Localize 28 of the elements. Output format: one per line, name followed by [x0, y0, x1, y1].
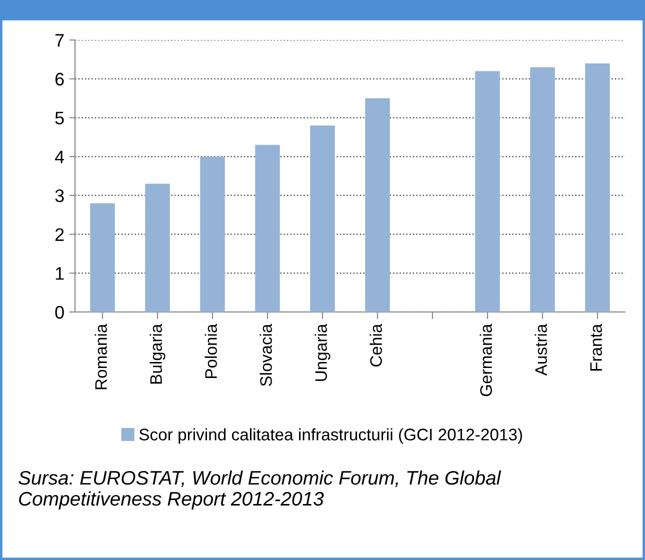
x-tick-label: Austria: [534, 324, 547, 376]
x-tick-label: Ungaria: [314, 324, 330, 381]
x-tick-label: Franta: [590, 324, 602, 371]
y-tick-label: 7: [55, 34, 64, 47]
y-tick-label: 3: [55, 189, 64, 202]
bar: [90, 203, 115, 312]
text: Sursa: EUROSTAT, World Economic Forum, The Global Competitiveness Report 2012-2013: [18, 470, 502, 510]
bar: [585, 63, 610, 312]
y-tick-label: 5: [55, 112, 64, 124]
x-tick-label: Polonia: [204, 324, 217, 378]
y-tick-label: 6: [55, 72, 64, 86]
y-tick-label: 0: [55, 306, 64, 319]
y-tick-label: 1: [56, 267, 64, 280]
x-tick-label: Slovacia: [260, 324, 272, 386]
x-tick-label: Cehia: [370, 324, 382, 367]
bar: [255, 144, 280, 312]
bar: [365, 98, 390, 312]
x-tick-label: Germania: [480, 324, 492, 396]
x-tick-label: Romania: [94, 324, 107, 390]
x-tick-label: Bulgaria: [150, 324, 166, 384]
bar: [145, 184, 170, 312]
y-tick-label: 4: [54, 150, 64, 164]
bar: [530, 67, 555, 312]
bar: [310, 125, 335, 312]
bar: [200, 156, 225, 312]
legend-label: Scor privind calitatea infrastructurii (GCI 2012-2013): [139, 428, 522, 444]
y-tick-label: 2: [55, 228, 64, 241]
bar: [475, 71, 500, 312]
